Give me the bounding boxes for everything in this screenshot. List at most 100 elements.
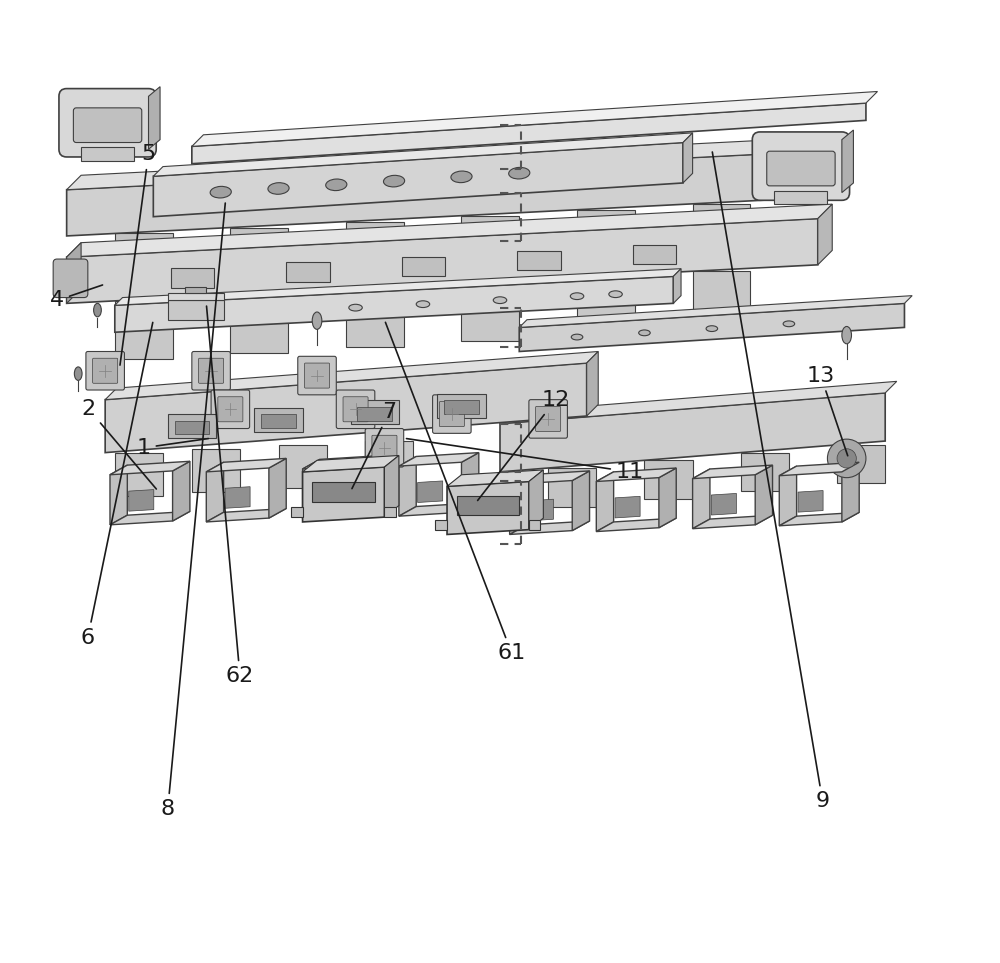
FancyBboxPatch shape <box>433 395 471 433</box>
Circle shape <box>827 439 866 478</box>
Polygon shape <box>110 465 127 525</box>
Text: 13: 13 <box>807 366 848 455</box>
Bar <box>351 401 399 425</box>
Ellipse shape <box>210 187 231 198</box>
Ellipse shape <box>706 325 718 331</box>
Text: 5: 5 <box>120 144 156 365</box>
Bar <box>261 414 296 428</box>
Polygon shape <box>206 458 286 472</box>
Bar <box>291 508 303 517</box>
FancyBboxPatch shape <box>536 406 561 431</box>
FancyBboxPatch shape <box>93 358 118 383</box>
Polygon shape <box>693 272 750 329</box>
Text: 61: 61 <box>385 323 526 663</box>
Polygon shape <box>384 455 399 517</box>
Polygon shape <box>115 269 681 305</box>
Ellipse shape <box>509 168 530 179</box>
Ellipse shape <box>326 179 347 191</box>
Ellipse shape <box>74 367 82 380</box>
Polygon shape <box>693 469 710 529</box>
Polygon shape <box>519 296 912 327</box>
FancyBboxPatch shape <box>305 363 330 388</box>
Polygon shape <box>346 221 404 281</box>
FancyBboxPatch shape <box>336 390 375 429</box>
Polygon shape <box>447 482 529 534</box>
Polygon shape <box>399 456 416 516</box>
FancyBboxPatch shape <box>298 356 336 395</box>
Bar <box>171 269 214 288</box>
Polygon shape <box>153 133 693 176</box>
Polygon shape <box>779 466 797 526</box>
Polygon shape <box>269 458 286 518</box>
Polygon shape <box>115 276 673 332</box>
Polygon shape <box>110 511 190 525</box>
Ellipse shape <box>609 291 622 298</box>
Polygon shape <box>153 143 683 217</box>
Polygon shape <box>596 518 676 532</box>
Polygon shape <box>461 283 519 341</box>
Polygon shape <box>346 289 404 347</box>
Polygon shape <box>528 499 553 521</box>
Polygon shape <box>192 103 866 164</box>
Polygon shape <box>461 453 479 512</box>
Polygon shape <box>129 489 154 511</box>
Polygon shape <box>105 363 587 453</box>
Text: 1: 1 <box>137 438 208 457</box>
Ellipse shape <box>416 300 430 307</box>
Bar <box>81 147 134 161</box>
FancyBboxPatch shape <box>53 259 88 298</box>
FancyBboxPatch shape <box>218 397 243 422</box>
Ellipse shape <box>349 304 362 311</box>
Polygon shape <box>192 91 877 146</box>
Polygon shape <box>587 351 598 416</box>
Polygon shape <box>842 462 859 522</box>
Polygon shape <box>577 210 635 270</box>
Polygon shape <box>399 453 479 466</box>
Polygon shape <box>673 269 681 303</box>
Bar <box>529 520 540 530</box>
Text: 2: 2 <box>82 400 156 489</box>
Bar <box>286 263 330 282</box>
Polygon shape <box>510 475 527 534</box>
Polygon shape <box>693 204 750 264</box>
Polygon shape <box>230 295 288 352</box>
Bar <box>312 482 375 502</box>
Polygon shape <box>779 512 859 526</box>
FancyBboxPatch shape <box>767 151 835 186</box>
Polygon shape <box>529 470 543 530</box>
Polygon shape <box>365 441 413 484</box>
Polygon shape <box>115 233 173 293</box>
Polygon shape <box>399 503 479 516</box>
Bar <box>517 250 561 270</box>
Polygon shape <box>683 133 693 183</box>
Polygon shape <box>659 468 676 528</box>
Polygon shape <box>115 453 163 496</box>
Polygon shape <box>461 216 519 275</box>
FancyBboxPatch shape <box>73 108 142 143</box>
Polygon shape <box>173 461 190 521</box>
Polygon shape <box>225 486 250 508</box>
Text: 12: 12 <box>478 390 570 501</box>
Bar <box>444 401 479 414</box>
Polygon shape <box>67 137 832 190</box>
Polygon shape <box>711 493 736 515</box>
Polygon shape <box>67 219 818 303</box>
Polygon shape <box>67 243 81 303</box>
Bar <box>457 496 519 515</box>
FancyBboxPatch shape <box>365 429 404 467</box>
Bar <box>774 191 827 204</box>
Polygon shape <box>149 87 160 149</box>
FancyBboxPatch shape <box>372 435 397 460</box>
Polygon shape <box>615 496 640 518</box>
Polygon shape <box>779 462 859 476</box>
Polygon shape <box>192 449 240 492</box>
Polygon shape <box>303 506 383 519</box>
Polygon shape <box>596 468 676 482</box>
Text: 7: 7 <box>352 403 396 488</box>
Ellipse shape <box>312 312 322 329</box>
Polygon shape <box>500 393 885 472</box>
Ellipse shape <box>639 330 650 336</box>
Polygon shape <box>693 465 773 479</box>
Ellipse shape <box>842 326 851 344</box>
Ellipse shape <box>783 321 795 326</box>
